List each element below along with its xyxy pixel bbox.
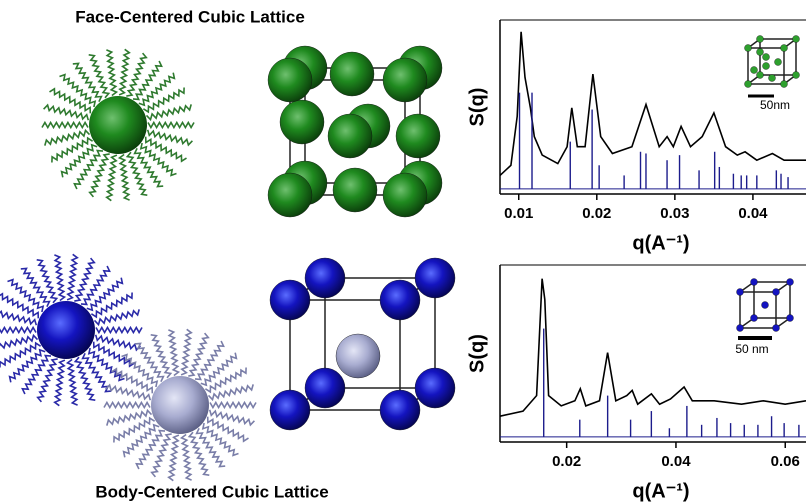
atom [268,173,312,217]
atom [757,36,764,43]
atom [333,168,377,212]
ligand [0,328,36,333]
atom [781,81,788,88]
ligand [67,254,77,300]
atom [773,325,780,332]
nanoparticle [37,301,95,359]
atom [737,325,744,332]
x-tick-label: 0.04 [738,205,768,222]
atom [336,334,380,378]
ligand [119,49,129,95]
atom [380,390,420,430]
nanoparticle [89,96,147,154]
ligand [52,138,93,162]
ligand [210,403,256,408]
ligand [54,255,64,301]
atom [380,280,420,320]
ligand [0,343,41,367]
x-tick-label: 0.04 [661,453,691,470]
ligand [114,418,155,442]
atom [396,114,440,158]
atom [757,49,764,56]
atom [745,81,752,88]
atom [763,63,770,70]
figure: Face-Centered Cubic Lattice q(A⁻¹) S(q) 50n… [0,0,806,504]
atom [270,280,310,320]
atom [270,390,310,430]
chart-title: Face-Centered Cubic Lattice [75,7,305,26]
atom [305,258,345,298]
atom [415,368,455,408]
ligand [106,50,116,96]
atom [751,67,758,74]
x-tick-label: 0.06 [771,453,800,470]
ligand [107,155,117,201]
atom [757,72,764,79]
atom [415,258,455,298]
ligand [42,123,88,128]
x-axis-label: q(A⁻¹) [632,232,689,254]
atom [745,45,752,52]
ligand [182,435,192,481]
x-axis-label: q(A⁻¹) [632,480,689,502]
x-tick-label: 0.02 [582,205,611,222]
atom [305,368,345,408]
ligand [96,328,142,333]
ligand [60,75,96,107]
x-tick-label: 0.01 [504,205,533,222]
ligand [169,435,179,481]
y-axis-label: S(q) [466,334,488,373]
ligand [104,403,150,408]
ligand [143,88,184,112]
atom [330,52,374,96]
atom [383,173,427,217]
atom [280,100,324,144]
ligand [203,423,239,455]
atom [751,315,758,322]
ligand [0,310,36,325]
x-tick-label: 0.02 [552,453,581,470]
ligand [205,368,246,392]
atom [787,315,794,322]
atom [775,59,782,66]
ligand [89,348,125,380]
ligand [91,293,132,317]
atom [383,58,427,102]
nanoparticle [151,376,209,434]
atom [268,58,312,102]
ligand [122,355,158,387]
ligand [168,330,178,376]
illustrations [0,36,800,481]
atom [793,36,800,43]
ligand [68,360,78,406]
atom [781,45,788,52]
ligand [148,123,194,128]
atom [769,75,776,82]
atom [773,289,780,296]
ligand [8,280,44,312]
y-axis-label: S(q) [466,88,488,127]
atom [762,302,769,309]
atom [328,114,372,158]
ligand [181,329,191,375]
ligand [55,360,65,406]
ligand [120,155,130,201]
scale-label: 50 nm [735,342,768,356]
chart-title: Body-Centered Cubic Lattice [95,482,328,501]
ligand [0,335,38,350]
atom [737,289,744,296]
x-tick-label: 0.03 [660,205,689,222]
atom [763,54,770,61]
atom [793,72,800,79]
atom [787,279,794,286]
scale-label: 50nm [760,98,790,112]
atom [751,279,758,286]
ligand [141,143,177,175]
